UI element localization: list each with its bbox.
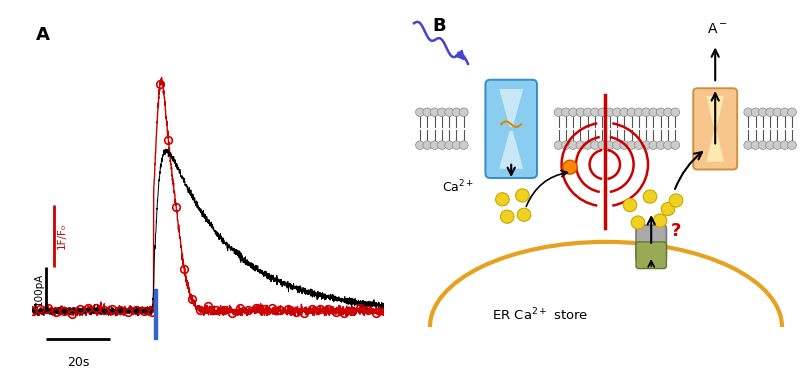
Circle shape — [656, 141, 665, 149]
Circle shape — [671, 141, 680, 149]
Circle shape — [758, 108, 767, 116]
Circle shape — [773, 108, 782, 116]
Circle shape — [598, 141, 606, 149]
Circle shape — [452, 108, 461, 116]
Circle shape — [766, 141, 774, 149]
Circle shape — [430, 108, 439, 116]
Circle shape — [623, 199, 637, 212]
Circle shape — [744, 141, 753, 149]
Circle shape — [671, 108, 680, 116]
Circle shape — [662, 202, 674, 216]
Circle shape — [773, 141, 782, 149]
Circle shape — [766, 108, 774, 116]
Circle shape — [642, 141, 650, 149]
Circle shape — [501, 210, 514, 223]
Circle shape — [562, 141, 570, 149]
Circle shape — [758, 141, 767, 149]
Text: 20s: 20s — [67, 356, 90, 369]
Text: A: A — [35, 26, 50, 44]
Circle shape — [459, 108, 468, 116]
Circle shape — [634, 108, 643, 116]
Circle shape — [430, 141, 439, 149]
Circle shape — [562, 108, 570, 116]
Text: ?: ? — [671, 222, 682, 240]
Circle shape — [416, 108, 424, 116]
Text: B: B — [432, 17, 446, 36]
Circle shape — [634, 141, 643, 149]
Circle shape — [751, 141, 760, 149]
Circle shape — [569, 141, 578, 149]
Circle shape — [787, 108, 796, 116]
Circle shape — [654, 214, 666, 227]
Circle shape — [598, 108, 606, 116]
Text: 1F/F₀: 1F/F₀ — [56, 223, 66, 249]
FancyBboxPatch shape — [636, 242, 666, 269]
Circle shape — [642, 108, 650, 116]
Circle shape — [590, 108, 599, 116]
Circle shape — [583, 141, 592, 149]
Circle shape — [445, 108, 454, 116]
Circle shape — [780, 141, 789, 149]
Circle shape — [664, 108, 672, 116]
Circle shape — [606, 108, 614, 116]
FancyBboxPatch shape — [693, 88, 738, 170]
Circle shape — [569, 108, 578, 116]
Circle shape — [643, 190, 657, 203]
Text: 100pA: 100pA — [34, 272, 44, 306]
Circle shape — [649, 108, 658, 116]
Circle shape — [445, 141, 454, 149]
Circle shape — [583, 108, 592, 116]
Circle shape — [576, 141, 585, 149]
Text: ER Ca$^{2+}$ store: ER Ca$^{2+}$ store — [492, 307, 588, 324]
Circle shape — [649, 141, 658, 149]
Circle shape — [744, 108, 753, 116]
Text: Ca$^{2+}$: Ca$^{2+}$ — [442, 179, 474, 196]
Polygon shape — [706, 131, 724, 162]
Polygon shape — [499, 89, 523, 127]
Circle shape — [590, 141, 599, 149]
FancyBboxPatch shape — [486, 80, 537, 178]
Circle shape — [787, 141, 796, 149]
Circle shape — [627, 108, 636, 116]
Circle shape — [554, 141, 563, 149]
Circle shape — [554, 108, 563, 116]
Circle shape — [627, 141, 636, 149]
Text: A$^-$: A$^-$ — [707, 22, 727, 36]
Circle shape — [620, 141, 629, 149]
Circle shape — [656, 108, 665, 116]
Circle shape — [495, 193, 509, 206]
Circle shape — [452, 141, 461, 149]
Circle shape — [518, 208, 531, 221]
Circle shape — [438, 108, 446, 116]
Circle shape — [576, 108, 585, 116]
Circle shape — [416, 141, 424, 149]
Circle shape — [620, 108, 629, 116]
Circle shape — [459, 141, 468, 149]
Circle shape — [613, 141, 622, 149]
Circle shape — [438, 141, 446, 149]
Circle shape — [664, 141, 672, 149]
Circle shape — [751, 108, 760, 116]
Circle shape — [780, 108, 789, 116]
Circle shape — [669, 194, 683, 207]
Circle shape — [562, 160, 578, 174]
FancyBboxPatch shape — [636, 225, 666, 261]
Circle shape — [423, 108, 432, 116]
Polygon shape — [499, 131, 523, 169]
Circle shape — [613, 108, 622, 116]
Circle shape — [606, 141, 614, 149]
Circle shape — [423, 141, 432, 149]
Polygon shape — [706, 96, 724, 127]
Circle shape — [516, 189, 530, 202]
Circle shape — [631, 216, 645, 229]
